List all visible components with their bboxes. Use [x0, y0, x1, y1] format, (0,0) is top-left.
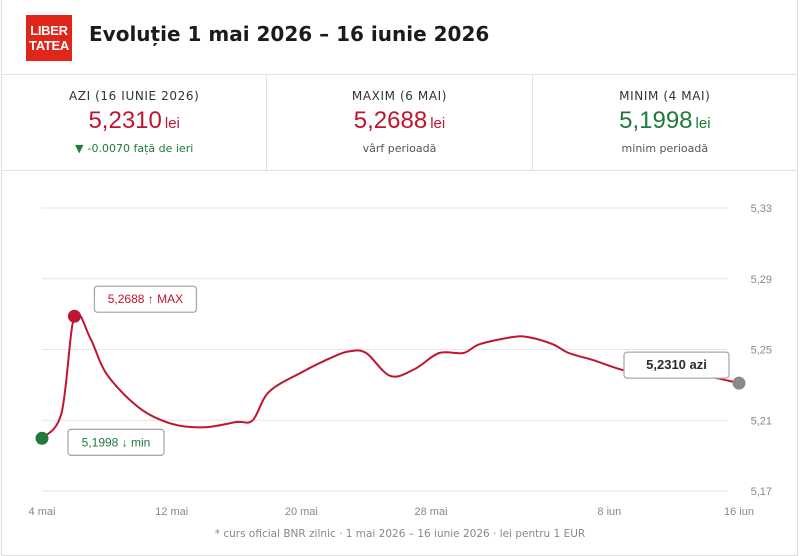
data-point-16 — [412, 366, 417, 371]
marker-callout-label-1: 5,2688 ↑ MAX — [108, 292, 183, 306]
stat-today-number: 5,2310 — [88, 107, 162, 134]
data-point-20 — [510, 335, 515, 340]
data-point-15 — [388, 374, 393, 379]
y-tick-label: 5,17 — [751, 486, 772, 498]
libertatea-logo[interactable]: LIBER TATEA — [26, 15, 72, 61]
data-point-10 — [266, 389, 271, 394]
x-tick-label: 8 iun — [597, 506, 621, 518]
y-tick-label: 5,25 — [751, 345, 772, 357]
stat-today-label: AZI (16 IUNIE 2026) — [68, 89, 200, 103]
stat-max-number: 5,2688 — [353, 107, 428, 134]
data-point-23 — [566, 351, 571, 356]
marker-callout-box-2 — [623, 351, 730, 379]
stat-today-unit: lei — [164, 115, 180, 132]
marker-callout-box-0 — [67, 428, 165, 456]
marker-dot-1 — [67, 309, 81, 323]
data-point-7 — [202, 425, 207, 430]
down-triangle-icon: ▼ — [75, 142, 84, 155]
stat-today-change: ▼ -0.0070 față de ieri — [2, 142, 266, 155]
stat-max-value: 5,2688 lei — [267, 107, 531, 138]
data-point-8 — [234, 420, 239, 425]
marker-dot-0 — [35, 431, 49, 445]
data-point-11 — [299, 370, 304, 375]
data-point-12 — [331, 354, 336, 359]
data-point-9 — [250, 418, 255, 423]
data-point-4 — [104, 372, 109, 377]
stat-min-label: MINIM (4 MAI) — [619, 89, 711, 103]
data-point-24 — [591, 358, 596, 363]
stat-max: MAXIM (6 MAI) 5,2688 lei vârf perioadă — [267, 75, 533, 170]
series-line-0 — [41, 312, 740, 440]
logo-line-2: TATEA — [29, 38, 69, 53]
data-point-1 — [59, 411, 64, 416]
data-point-18 — [461, 351, 466, 356]
stat-today: AZI (16 IUNIE 2026) 5,2310 lei ▼ -0.0070 f… — [2, 75, 268, 170]
data-point-14 — [364, 351, 369, 356]
data-point-21 — [526, 335, 531, 340]
stats-row: AZI (16 IUNIE 2026) 5,2310 lei ▼ -0.0070 f… — [2, 75, 797, 171]
data-point-6 — [169, 421, 174, 426]
x-tick-label: 28 mai — [415, 506, 448, 518]
stat-min-number: 5,1998 — [619, 107, 693, 134]
stat-min-sub: minim perioadă — [621, 142, 709, 155]
marker-callout-label-0: 5,1998 ↓ min — [82, 435, 151, 449]
logo-line-1: LIBER — [30, 23, 68, 38]
marker-callout-box-1 — [93, 285, 198, 313]
data-point-5 — [137, 405, 142, 410]
x-tick-label: 4 mai — [29, 506, 56, 518]
data-point-3 — [88, 336, 93, 341]
stat-max-unit: lei — [430, 115, 446, 132]
stat-today-change-text: -0.0070 față de ieri — [87, 142, 194, 155]
marker-dot-2 — [732, 376, 746, 390]
data-point-13 — [347, 349, 352, 354]
marker-callout-label-2: 5,2310 azi — [646, 357, 707, 372]
x-tick-label: 20 mai — [285, 506, 318, 518]
data-point-17 — [437, 351, 442, 356]
header: LIBER TATEA Evoluție 1 mai 2026 – 16 iun… — [2, 0, 797, 75]
stat-min: MINIM (4 MAI) 5,1998 lei minim perioadă — [533, 75, 797, 170]
stat-max-sub: vârf perioadă — [362, 142, 437, 155]
y-tick-label: 5,33 — [751, 203, 772, 215]
chart-title: Evoluție 1 mai 2026 – 16 iunie 2026 — [89, 22, 490, 46]
stat-min-value: 5,1998 lei — [533, 107, 797, 138]
y-tick-label: 5,29 — [751, 274, 772, 286]
stat-max-label: MAXIM (6 MAI) — [351, 89, 448, 103]
chart-footnote: * curs oficial BNR zilnic · 1 mai 2026 –… — [214, 528, 586, 540]
x-tick-label: 12 mai — [155, 506, 188, 518]
stat-today-value: 5,2310 lei — [2, 107, 266, 138]
data-point-19 — [477, 342, 482, 347]
stat-min-unit: lei — [695, 115, 711, 132]
x-tick-label: 16 iun — [724, 506, 754, 518]
y-tick-label: 5,21 — [751, 415, 772, 427]
data-point-22 — [550, 342, 555, 347]
